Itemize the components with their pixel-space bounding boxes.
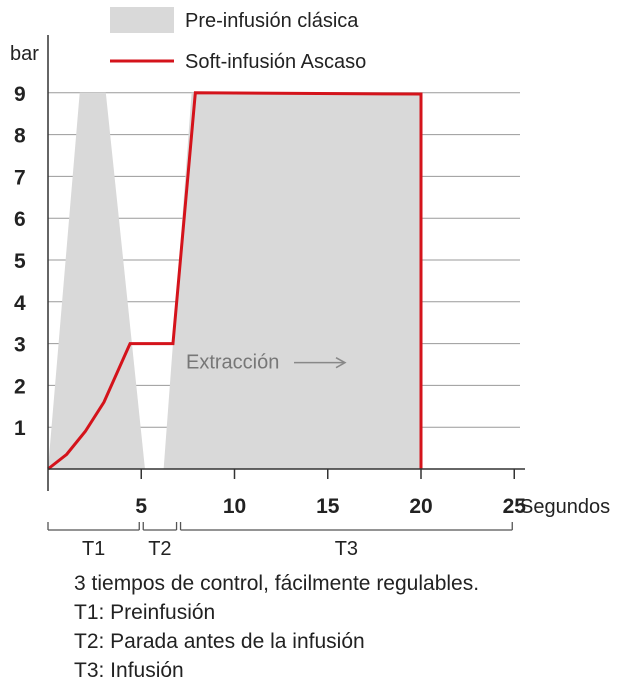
caption-t3: T3: Infusión bbox=[74, 659, 184, 682]
legend: Pre-infusión clásica Soft-infusión Ascaso bbox=[110, 7, 366, 73]
legend-swatch-preinfusion bbox=[110, 7, 174, 33]
y-tick-1: 1 bbox=[14, 417, 26, 440]
y-axis-label: bar bbox=[10, 43, 39, 65]
y-tick-5: 5 bbox=[14, 250, 26, 273]
x-tick-25: 25 bbox=[503, 495, 527, 518]
phase-label-t1: T1 bbox=[82, 538, 105, 560]
y-tick-3: 3 bbox=[14, 334, 26, 357]
annotation-extraccion: Extracción bbox=[186, 352, 279, 374]
caption-t1: T1: Preinfusión bbox=[74, 601, 216, 624]
x-tick-20: 20 bbox=[409, 495, 432, 518]
y-tick-8: 8 bbox=[14, 125, 26, 148]
y-tick-2: 2 bbox=[14, 375, 26, 398]
y-tick-9: 9 bbox=[14, 83, 26, 106]
series-layer bbox=[47, 91, 423, 471]
x-axis-label: Segundos bbox=[520, 496, 610, 518]
caption-t2: T2: Parada antes de la infusión bbox=[74, 630, 365, 653]
caption-summary: 3 tiempos de control, fácilmente regulab… bbox=[74, 572, 480, 595]
phase-label-t3: T3 bbox=[335, 538, 358, 560]
phase-label-t2: T2 bbox=[148, 538, 171, 560]
y-tick-4: 4 bbox=[14, 292, 26, 315]
legend-label-preinfusion: Pre-infusión clásica bbox=[185, 10, 359, 32]
pressure-chart: Pre-infusión clásica Soft-infusión Ascaso… bbox=[10, 7, 610, 560]
y-tick-7: 7 bbox=[14, 166, 26, 189]
arrow-right-icon bbox=[335, 357, 347, 369]
legend-label-softinfusion: Soft-infusión Ascaso bbox=[185, 51, 366, 73]
x-tick-15: 15 bbox=[316, 495, 340, 518]
y-tick-6: 6 bbox=[14, 208, 26, 231]
x-tick-10: 10 bbox=[223, 495, 246, 518]
phase-brackets: T1 T2 T3 bbox=[47, 522, 513, 560]
x-tick-5: 5 bbox=[135, 495, 147, 518]
annotation-layer: Extracción bbox=[186, 352, 347, 374]
series-softinfusion-line bbox=[47, 91, 423, 471]
series-preinfusion-area bbox=[48, 92, 421, 470]
